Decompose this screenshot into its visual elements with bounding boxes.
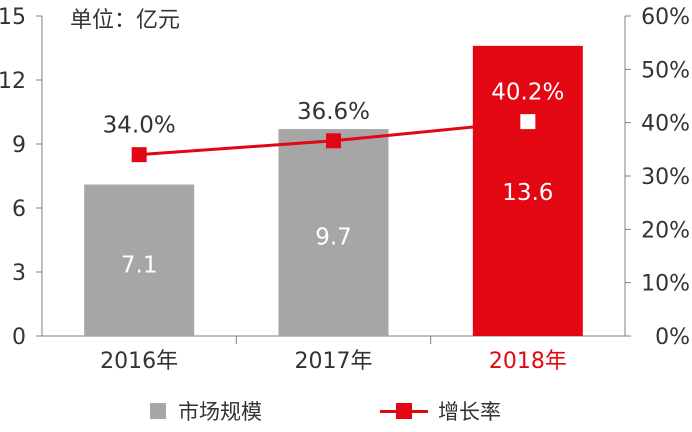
y-left-tick-label: 15 <box>0 5 26 30</box>
y-right-tick-label: 0% <box>655 325 690 350</box>
bar <box>278 129 389 336</box>
y-right-tick-label: 50% <box>641 58 690 83</box>
growth-point <box>131 147 147 163</box>
growth-value-label: 36.6% <box>297 99 370 125</box>
legend-item-bar: 市场规模 <box>150 396 262 426</box>
bar-value-label: 7.1 <box>121 252 158 278</box>
y-right-tick-label: 10% <box>641 272 690 297</box>
x-tick-label: 2016年 <box>100 349 178 374</box>
legend-bar-swatch <box>150 403 166 419</box>
legend-line-swatch <box>380 403 428 419</box>
y-left-tick-label: 6 <box>12 197 26 222</box>
y-left-tick-label: 3 <box>12 261 26 286</box>
bar <box>84 184 195 336</box>
growth-value-label: 40.2% <box>491 80 564 106</box>
legend-line-label: 增长率 <box>438 400 501 424</box>
y-right-tick-label: 40% <box>641 112 690 137</box>
unit-label: 单位：亿元 <box>70 8 181 33</box>
legend-item-line: 增长率 <box>380 396 501 426</box>
y-right-tick-label: 30% <box>641 165 690 190</box>
legend-bar-label: 市场规模 <box>178 400 262 424</box>
bar-value-label: 9.7 <box>315 225 352 251</box>
y-left-tick-label: 12 <box>0 69 26 94</box>
growth-point <box>520 114 536 130</box>
bar <box>472 45 583 336</box>
y-left-tick-label: 0 <box>12 325 26 350</box>
growth-point <box>326 133 341 149</box>
y-right-tick-label: 20% <box>641 218 690 243</box>
x-tick-label: 2018年 <box>489 349 567 374</box>
y-left-tick-label: 9 <box>12 133 26 158</box>
bar-value-label: 13.6 <box>502 180 553 206</box>
y-right-tick-label: 60% <box>641 5 690 30</box>
x-tick-label: 2017年 <box>295 349 373 374</box>
growth-value-label: 34.0% <box>103 113 176 139</box>
